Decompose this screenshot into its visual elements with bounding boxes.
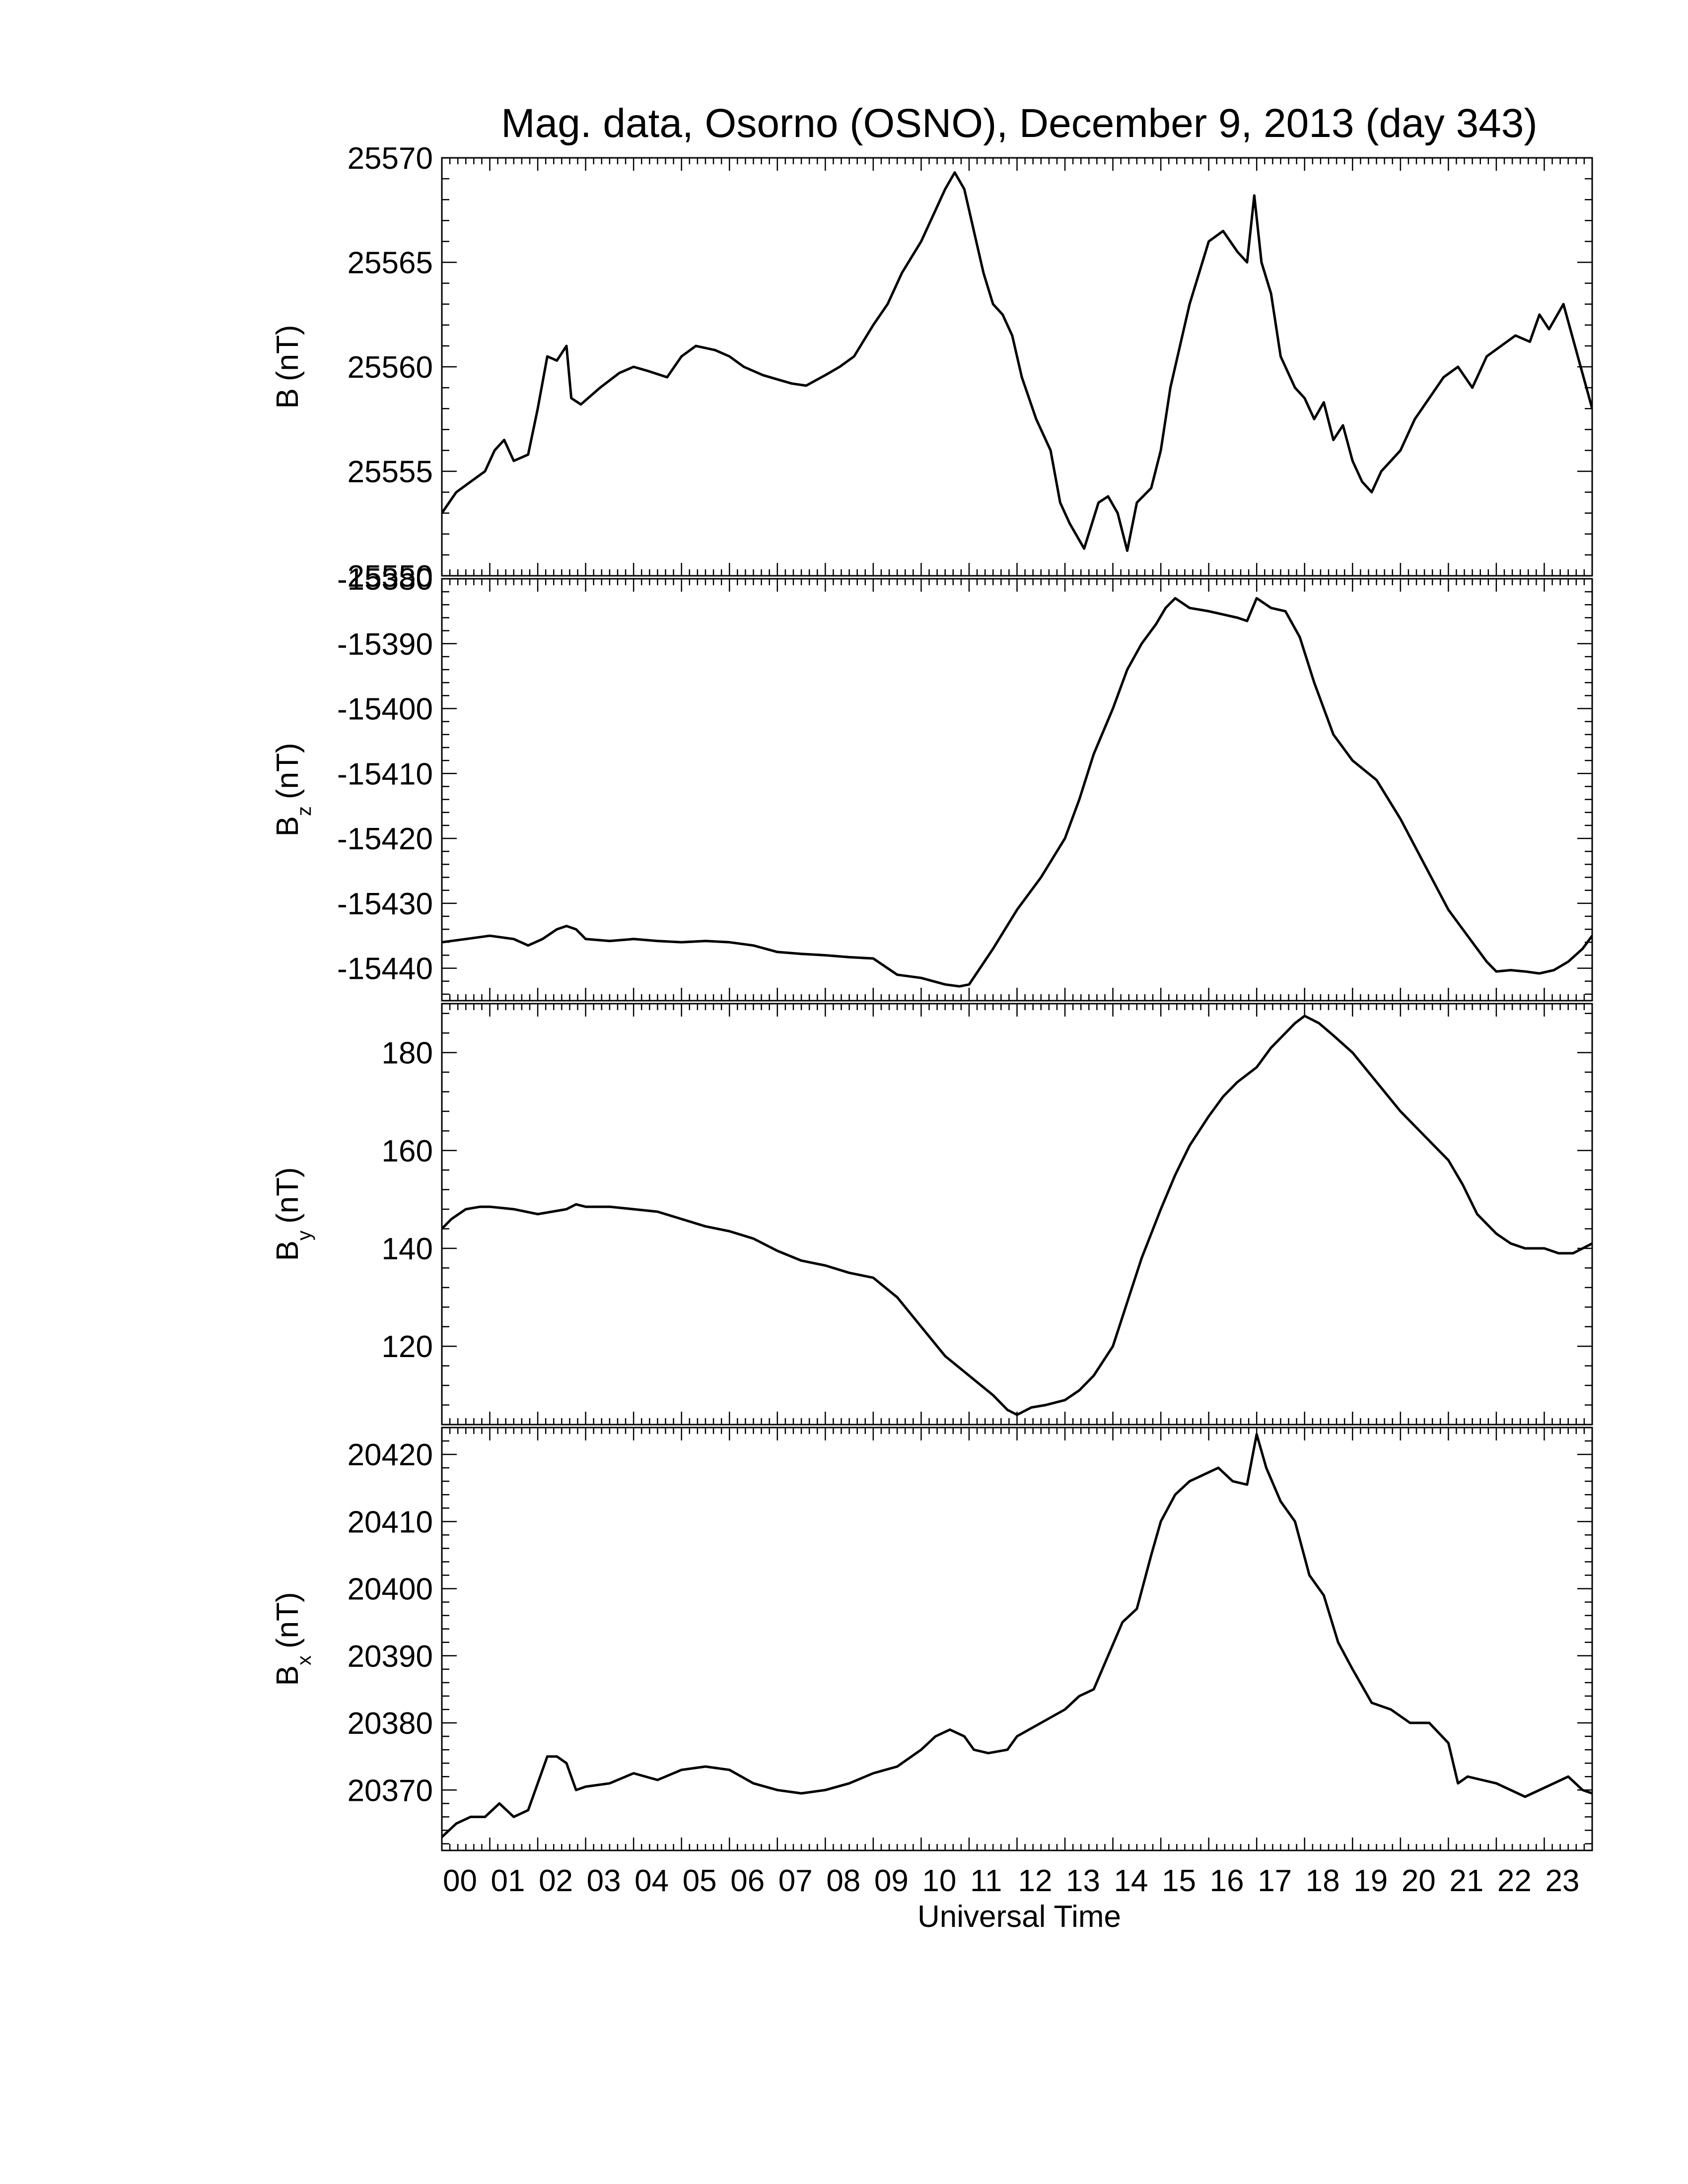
series-line-0-0 (442, 171, 1592, 552)
x-tick-label: 21 (1449, 1864, 1483, 1898)
y-axis-subscript: z (293, 806, 315, 816)
y-axis-subscript: x (293, 1655, 315, 1665)
x-tick-label: 14 (1114, 1864, 1148, 1898)
panel-2: 120 140 160 180 By (nT) (271, 1003, 1593, 1426)
x-tick-label: 16 (1210, 1864, 1244, 1898)
x-tick-label: 22 (1497, 1864, 1532, 1898)
x-tick-label: 17 (1258, 1864, 1292, 1898)
series-line-2-0 (442, 1015, 1592, 1416)
y-axis-symbol: B (271, 1665, 305, 1686)
y-tick-label: 20370 (348, 1774, 433, 1808)
x-tick-label: 11 (970, 1864, 1002, 1898)
y-tick-label: 20410 (348, 1505, 433, 1539)
y-axis-title: By (nT) (271, 1167, 315, 1261)
x-tick-label: 10 (922, 1864, 956, 1898)
x-tick-label: 08 (826, 1864, 860, 1898)
x-tick-label: 03 (587, 1864, 621, 1898)
y-tick-label: 140 (382, 1232, 433, 1266)
panel-frame (441, 157, 1593, 577)
y-tick-label: -15430 (337, 887, 433, 921)
y-axis-unit: (nT) (271, 743, 305, 799)
y-tick-label: 25570 (348, 141, 433, 176)
y-tick-label: 25565 (348, 246, 433, 280)
y-tick-label: 20390 (348, 1639, 433, 1674)
y-tick-label: 180 (382, 1036, 433, 1071)
x-tick-label: 01 (491, 1864, 525, 1898)
y-tick-label: -15390 (337, 627, 433, 662)
y-axis-unit: (nT) (271, 1592, 305, 1648)
x-tick-label: 06 (730, 1864, 765, 1898)
y-tick-label: 160 (382, 1134, 433, 1168)
y-tick-label: 25555 (348, 455, 433, 489)
series-line-1-0 (442, 597, 1592, 988)
y-tick-label: 20380 (348, 1706, 433, 1741)
y-tick-label: -15440 (337, 952, 433, 986)
y-tick-label: 20420 (348, 1438, 433, 1472)
x-tick-label: 19 (1353, 1864, 1388, 1898)
x-tick-label: 15 (1162, 1864, 1196, 1898)
y-tick-label: -15380 (337, 562, 433, 597)
x-tick-label: 00 (443, 1864, 477, 1898)
y-axis-title: Bz (nT) (271, 743, 315, 836)
y-tick-label: 25550 (348, 559, 433, 594)
panel-frame (441, 1427, 1593, 1851)
panel-frame (441, 1003, 1593, 1426)
y-axis-symbol: B (271, 816, 305, 836)
series-line-3-0 (442, 1433, 1592, 1838)
panel-3: 20370 20380 20390 20400 20410 20420 Bx (nT) (271, 1427, 1593, 1851)
x-tick-label: 23 (1545, 1864, 1579, 1898)
panel-frame (441, 578, 1593, 1002)
x-tick-label: 02 (539, 1864, 573, 1898)
x-axis-title: Universal Time (917, 1900, 1121, 1934)
y-axis-subscript: y (293, 1230, 315, 1240)
x-tick-label: 13 (1066, 1864, 1100, 1898)
panel-0: 25550 25555 25560 25565 25570 B (nT) (271, 141, 1593, 594)
y-axis-title: Bx (nT) (271, 1592, 315, 1686)
y-axis-unit: (nT) (271, 1167, 305, 1224)
y-tick-label: -15400 (337, 692, 433, 727)
x-tick-label: 09 (874, 1864, 909, 1898)
y-tick-label: 25560 (348, 350, 433, 385)
x-tick-label: 18 (1306, 1864, 1340, 1898)
x-tick-label: 04 (634, 1864, 669, 1898)
y-axis-symbol: B (271, 1240, 305, 1261)
x-tick-labels: 00 01 02 03 04 05 06 07 08 09 10 11 12 13 14 15 16 17 18 19… (443, 1864, 1579, 1898)
y-tick-label: -15410 (337, 757, 433, 791)
figure-title: Mag. data, Osorno (OSNO), December 9, 20… (501, 101, 1537, 146)
y-axis-unit: (nT) (271, 325, 305, 381)
y-axis-symbol: B (271, 388, 305, 409)
panels: 2555025555255602556525570B(nT)-15380-153… (271, 141, 1593, 1851)
y-tick-label: -15420 (337, 822, 433, 856)
y-tick-label: 120 (382, 1330, 433, 1364)
panel-1: -15380 -15390 -15400 -15410 -15420 -15430 -154… (271, 562, 1593, 1002)
x-tick-label: 05 (683, 1864, 717, 1898)
x-tick-label: 12 (1018, 1864, 1053, 1898)
x-tick-label: 07 (778, 1864, 813, 1898)
y-axis-title: B (nT) (271, 325, 305, 409)
y-tick-label: 20400 (348, 1572, 433, 1607)
x-tick-label: 20 (1402, 1864, 1436, 1898)
